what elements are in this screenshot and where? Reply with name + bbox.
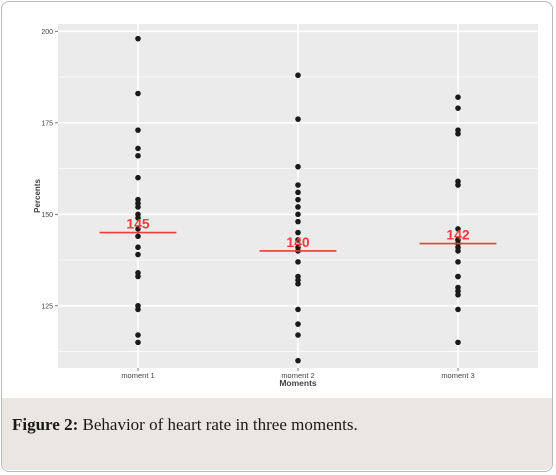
y-tick-label: 125	[41, 303, 53, 310]
data-point	[295, 237, 301, 243]
y-axis: 125 150 175 200	[41, 29, 58, 310]
y-axis-label: Percents	[33, 179, 42, 213]
data-point	[135, 233, 141, 240]
figure-caption: Figure 2: Behavior of heart rate in thre…	[12, 415, 358, 435]
y-tick-label: 150	[41, 212, 53, 219]
data-point	[135, 244, 141, 251]
data-point	[295, 182, 301, 188]
data-point	[455, 248, 461, 254]
data-point	[295, 163, 301, 170]
data-point	[135, 152, 141, 159]
data-point	[455, 182, 461, 188]
data-point	[295, 211, 301, 218]
mean-label: 145	[126, 216, 150, 232]
mean-label: 142	[446, 227, 470, 243]
data-point	[135, 226, 141, 232]
data-point	[455, 339, 461, 346]
data-point	[295, 72, 301, 79]
mean-markers: 145 140 142	[99, 216, 497, 252]
data-point	[295, 321, 301, 327]
data-point	[135, 90, 141, 97]
data-point	[455, 259, 461, 265]
data-point	[295, 281, 301, 287]
y-tick-label: 200	[41, 29, 53, 36]
data-point	[295, 218, 301, 225]
caption-band	[2, 398, 552, 470]
data-point	[455, 292, 461, 298]
data-point	[455, 273, 461, 280]
x-axis-label: Moments	[279, 378, 317, 388]
caption-label: Figure 2:	[12, 415, 79, 434]
mean-label: 140	[286, 234, 310, 250]
data-point	[295, 332, 301, 338]
data-point	[455, 306, 461, 313]
data-point	[135, 174, 141, 181]
data-point	[135, 306, 141, 313]
data-point	[135, 204, 141, 210]
caption-text: Behavior of heart rate in three moments.	[78, 415, 358, 434]
data-point	[295, 189, 301, 196]
data-point	[295, 357, 301, 364]
data-point	[135, 332, 141, 338]
x-axis: moment 1 moment 2 moment 3	[121, 368, 475, 380]
x-tick-label: moment 3	[441, 371, 474, 380]
data-point	[135, 35, 141, 42]
data-point	[135, 145, 141, 152]
data-point	[295, 204, 301, 210]
y-tick-label: 175	[41, 120, 53, 127]
dot-plot-chart: 125 150 175 200 moment 1 moment 2 moment 3 14…	[33, 24, 538, 388]
data-point	[135, 273, 141, 280]
data-point	[135, 215, 141, 221]
data-point	[455, 94, 461, 100]
data-point	[295, 116, 301, 122]
data-point	[135, 339, 141, 346]
data-point	[295, 306, 301, 313]
data-point	[455, 226, 461, 232]
data-point	[295, 196, 301, 203]
data-point	[295, 229, 301, 236]
x-tick-label: moment 2	[281, 371, 314, 380]
data-point	[455, 130, 461, 137]
data-point	[295, 259, 301, 265]
data-point	[135, 127, 141, 133]
data-point	[455, 105, 461, 111]
data-points	[135, 35, 461, 364]
x-tick-label: moment 1	[121, 371, 154, 380]
data-point	[135, 251, 141, 258]
